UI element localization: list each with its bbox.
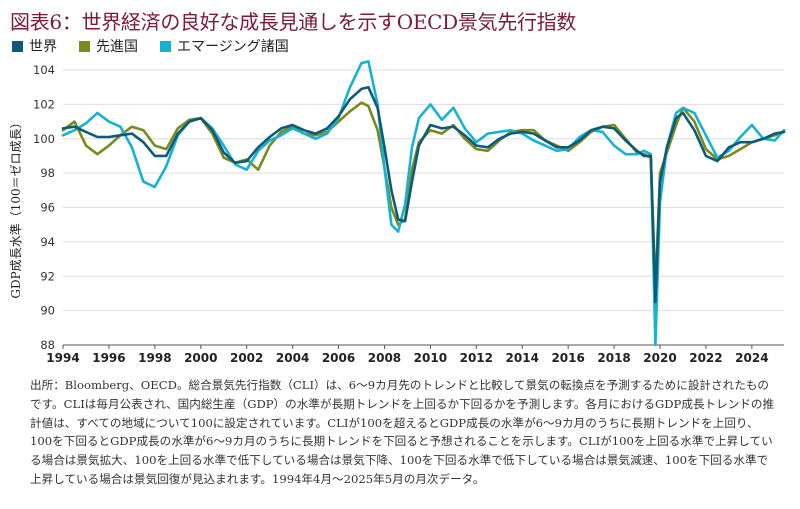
x-tick-label: 2002 [230,351,263,365]
x-tick-label: 2020 [643,351,676,365]
line-chart: 88 90 92 94 96 98 100 102 104 1994 1996 1998 2000 200… [8,60,786,365]
x-tick-label: 2014 [506,351,539,365]
series-line-developed [61,101,786,292]
legend-label-world: 世界 [29,39,57,55]
legend-swatch-world [12,40,23,52]
x-tick-label: 1994 [46,351,79,365]
legend-swatch-emerging [160,40,171,52]
legend-item-developed: 先進国 [79,36,138,56]
y-axis-label: GDP成長水準（100＝ゼロ成長） [8,116,23,298]
series-line-world [61,85,786,304]
legend-swatch-developed [79,40,90,52]
chart-title: 図表6：世界経済の良好な成長見通しを示すOECD景気先行指数 [10,10,577,34]
x-tick-label: 1996 [92,351,125,365]
x-tick-label: 2016 [551,351,584,365]
x-tick-label: 2008 [368,351,401,365]
x-tick-label: 2024 [735,351,768,365]
x-tick-label: 2000 [184,351,217,365]
y-tick-label: 100 [33,132,55,146]
legend: 世界 先進国 エマージング諸国 [12,36,289,56]
y-tick-label: 90 [40,304,55,318]
y-tick-label: 98 [40,166,55,180]
x-tick-label: 2004 [276,351,309,365]
x-tick-label: 2022 [689,351,722,365]
legend-item-emerging: エマージング諸国 [160,36,289,56]
y-tick-label: 96 [40,201,55,215]
x-tick-label: 2006 [322,351,355,365]
legend-label-developed: 先進国 [96,39,138,55]
y-tick-label: 102 [33,97,55,111]
x-tick-label: 2012 [460,351,493,365]
x-tick-label: 2010 [414,351,447,365]
source-note: 出所：Bloomberg、OECD。総合景気先行指数（CLI）は、6〜9カ月先の… [30,378,775,486]
legend-label-emerging: エマージング諸国 [177,39,289,55]
y-tick-label: 92 [40,269,55,283]
y-tick-label: 94 [40,235,55,249]
y-tick-label: 104 [33,63,55,77]
y-tick-label: 88 [40,338,55,352]
x-tick-label: 2018 [597,351,630,365]
legend-item-world: 世界 [12,36,57,56]
x-tick-label: 1998 [138,351,171,365]
